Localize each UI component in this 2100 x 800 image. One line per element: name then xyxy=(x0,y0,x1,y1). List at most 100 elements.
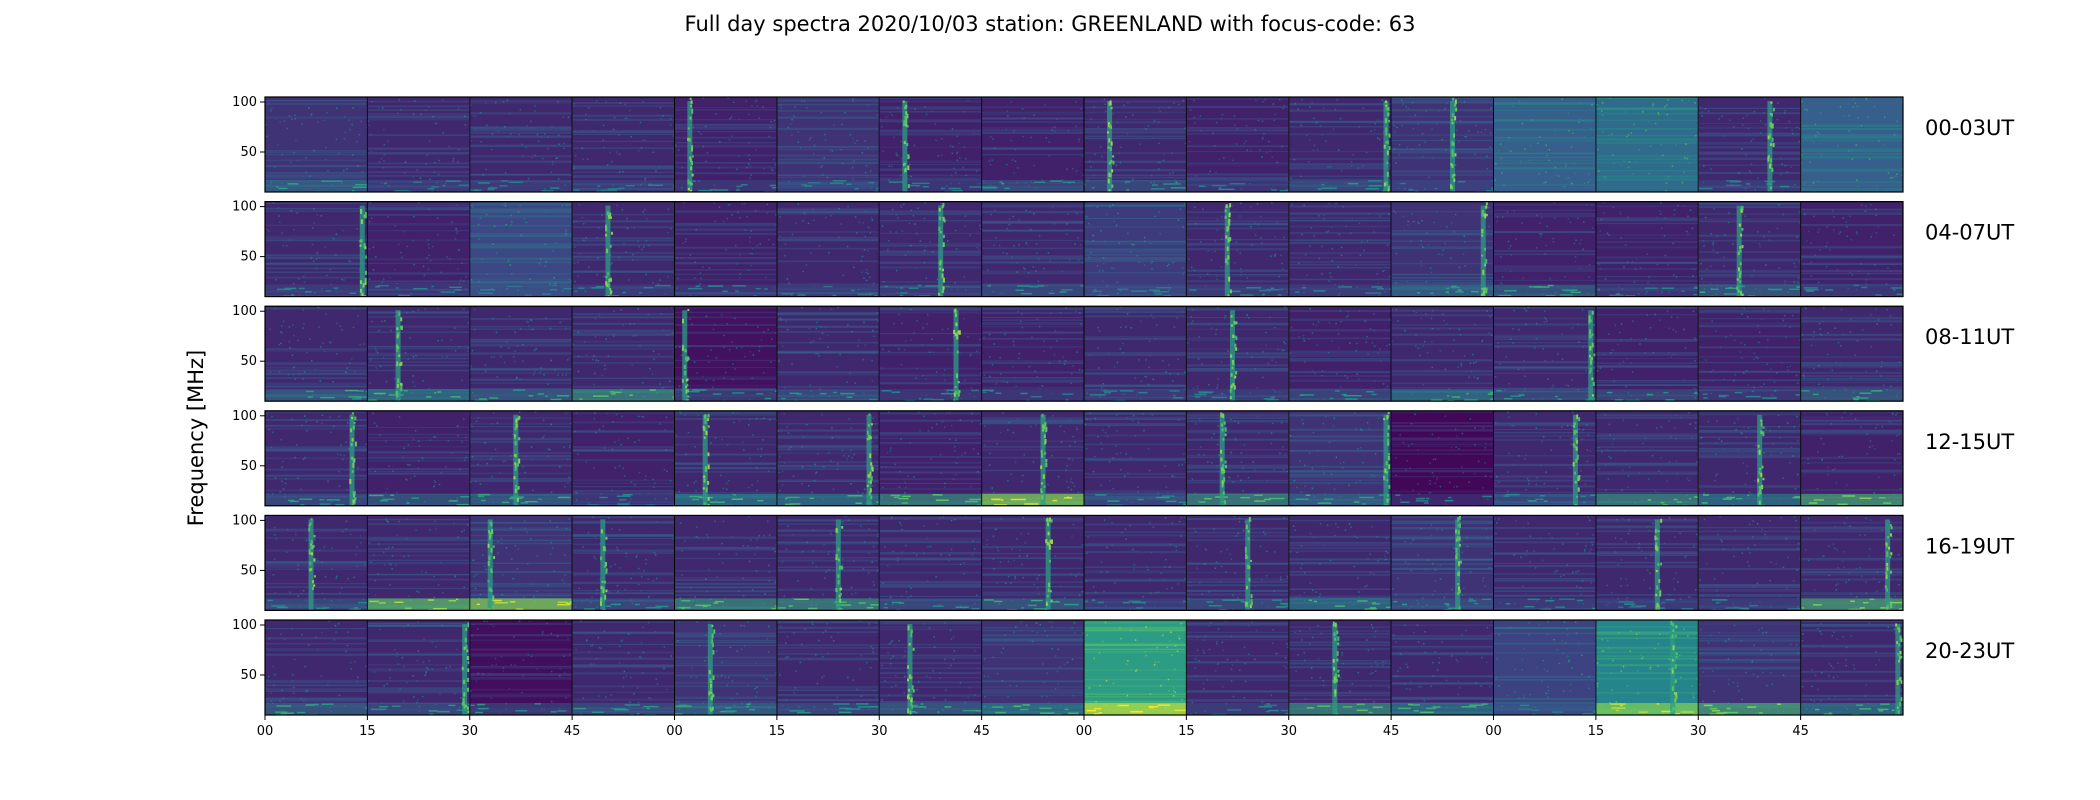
noise-speckle xyxy=(465,288,467,290)
noise-speckle xyxy=(1523,390,1526,392)
noise-speckle xyxy=(1207,323,1209,326)
noise-speckle xyxy=(1744,215,1746,218)
noise-speckle xyxy=(543,373,545,376)
noise-speckle xyxy=(1883,116,1886,119)
noise-speckle xyxy=(689,318,691,320)
noise-speckle xyxy=(1097,126,1100,129)
noise-speckle xyxy=(931,110,933,112)
noise-speckle xyxy=(736,168,738,171)
noise-speckle xyxy=(1337,333,1340,335)
noise-streak xyxy=(265,202,368,204)
noise-speckle xyxy=(1856,105,1859,108)
noise-streak xyxy=(1288,263,1392,266)
noise-speckle xyxy=(503,361,506,364)
burst-speckle xyxy=(1589,345,1592,350)
burst-speckle xyxy=(354,416,357,421)
noise-streak xyxy=(1698,280,1801,283)
noise-streak xyxy=(981,131,1084,135)
noise-speckle xyxy=(508,315,511,318)
noise-speckle xyxy=(414,100,416,102)
noise-speckle xyxy=(479,112,482,114)
noise-speckle xyxy=(456,230,458,232)
noise-streak xyxy=(981,346,1084,348)
noise-speckle xyxy=(1022,135,1024,138)
noise-speckle xyxy=(1188,140,1191,143)
noise-speckle xyxy=(1424,141,1426,143)
band-streak xyxy=(1194,393,1207,396)
noise-speckle xyxy=(1033,114,1035,116)
band-streak xyxy=(900,287,904,289)
band-streak xyxy=(1062,393,1074,395)
noise-speckle xyxy=(1089,251,1092,254)
noise-speckle xyxy=(959,157,961,159)
noise-speckle xyxy=(601,214,603,217)
noise-streak xyxy=(1800,377,1903,380)
noise-speckle xyxy=(1763,235,1765,238)
noise-speckle xyxy=(623,242,625,245)
noise-speckle xyxy=(791,233,794,236)
burst-speckle xyxy=(1451,174,1454,179)
noise-speckle xyxy=(282,244,285,247)
noise-speckle xyxy=(817,353,819,355)
noise-streak xyxy=(1084,311,1187,314)
noise-speckle xyxy=(485,168,487,171)
noise-speckle xyxy=(882,150,884,152)
noise-speckle xyxy=(1751,275,1753,277)
noise-speckle xyxy=(1474,323,1476,326)
noise-speckle xyxy=(348,447,350,450)
band-streak xyxy=(1138,391,1148,394)
noise-speckle xyxy=(1865,282,1867,285)
noise-speckle xyxy=(1433,221,1436,224)
noise-speckle xyxy=(797,141,800,143)
band-streak xyxy=(537,393,544,395)
noise-speckle xyxy=(1127,102,1129,104)
noise-speckle xyxy=(428,140,431,143)
noise-speckle xyxy=(750,174,753,176)
noise-speckle xyxy=(1820,287,1823,290)
noise-speckle xyxy=(1023,267,1025,269)
noise-speckle xyxy=(1673,353,1675,356)
noise-speckle xyxy=(1806,109,1808,111)
noise-speckle xyxy=(435,122,437,125)
noise-speckle xyxy=(909,308,912,311)
panel-background xyxy=(265,306,368,402)
noise-speckle xyxy=(1122,181,1124,183)
burst-speckle xyxy=(1740,233,1743,237)
noise-speckle xyxy=(375,255,377,258)
noise-speckle xyxy=(506,99,509,101)
noise-speckle xyxy=(1497,342,1500,345)
noise-speckle xyxy=(856,139,859,142)
noise-streak xyxy=(1595,365,1699,368)
noise-speckle xyxy=(376,351,379,354)
noise-streak xyxy=(1493,279,1596,281)
noise-speckle xyxy=(621,209,624,211)
band-streak xyxy=(351,190,355,192)
noise-speckle xyxy=(1249,391,1251,394)
noise-streak xyxy=(1493,268,1596,271)
noise-streak xyxy=(981,319,1084,321)
burst-speckle xyxy=(363,295,366,297)
band-streak xyxy=(1768,288,1782,291)
burst-speckle xyxy=(907,154,910,160)
noise-streak xyxy=(1084,337,1187,340)
noise-speckle xyxy=(1741,357,1743,359)
burst-speckle xyxy=(1740,291,1743,296)
noise-speckle xyxy=(1311,102,1313,104)
noise-speckle xyxy=(1603,353,1606,356)
noise-speckle xyxy=(535,347,537,350)
noise-speckle xyxy=(849,372,851,374)
band-streak xyxy=(1856,396,1860,398)
noise-speckle xyxy=(296,212,299,214)
noise-speckle xyxy=(893,136,895,139)
band-streak xyxy=(1265,289,1280,291)
burst-speckle xyxy=(1386,140,1389,145)
noise-speckle xyxy=(752,247,754,250)
burst-speckle xyxy=(1485,290,1488,294)
noise-speckle xyxy=(534,105,536,107)
noise-speckle xyxy=(1043,267,1045,270)
noise-speckle xyxy=(1393,131,1396,134)
noise-speckle xyxy=(1896,379,1899,382)
noise-speckle xyxy=(1893,234,1895,237)
noise-streak xyxy=(1186,269,1289,272)
noise-speckle xyxy=(576,261,579,264)
